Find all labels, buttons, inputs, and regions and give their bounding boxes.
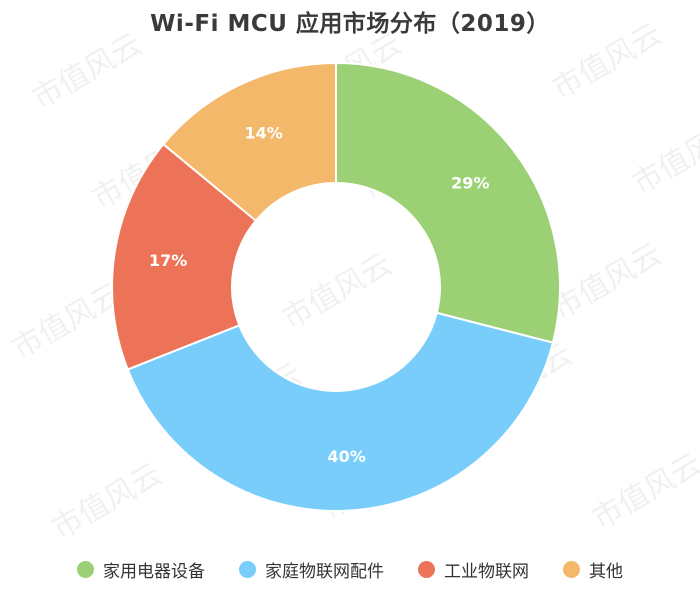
slice-label-3: 14% xyxy=(244,124,282,143)
slice-1[interactable] xyxy=(126,311,555,512)
legend-dot-icon xyxy=(239,560,256,578)
slice-3[interactable] xyxy=(161,61,337,223)
legend-item-industrial-iot[interactable]: 工业物联网 xyxy=(418,557,529,582)
legend-label: 家庭物联网配件 xyxy=(265,561,384,582)
legend-label: 家用电器设备 xyxy=(103,561,205,582)
labels-group: 29% 40% 17% 14% xyxy=(149,124,490,466)
slice-label-1: 40% xyxy=(328,447,366,466)
slice-label-0: 29% xyxy=(451,173,489,192)
legend-item-home-iot[interactable]: 家庭物联网配件 xyxy=(239,557,384,582)
legend: 家用电器设备 家庭物联网配件 工业物联网 其他 xyxy=(0,551,700,587)
slice-label-2: 17% xyxy=(149,251,187,270)
legend-item-other[interactable]: 其他 xyxy=(563,557,623,582)
legend-label: 工业物联网 xyxy=(444,561,529,582)
chart-title: Wi-Fi MCU 应用市场分布（2019） xyxy=(150,11,550,37)
legend-item-home-appliances[interactable]: 家用电器设备 xyxy=(77,557,205,582)
slice-0[interactable] xyxy=(335,61,561,344)
slices-group xyxy=(111,61,561,512)
slice-2[interactable] xyxy=(111,142,258,371)
legend-label: 其他 xyxy=(589,561,623,582)
legend-dot-icon xyxy=(77,560,94,578)
legend-dot-icon xyxy=(418,560,435,578)
legend-dot-icon xyxy=(563,560,580,578)
